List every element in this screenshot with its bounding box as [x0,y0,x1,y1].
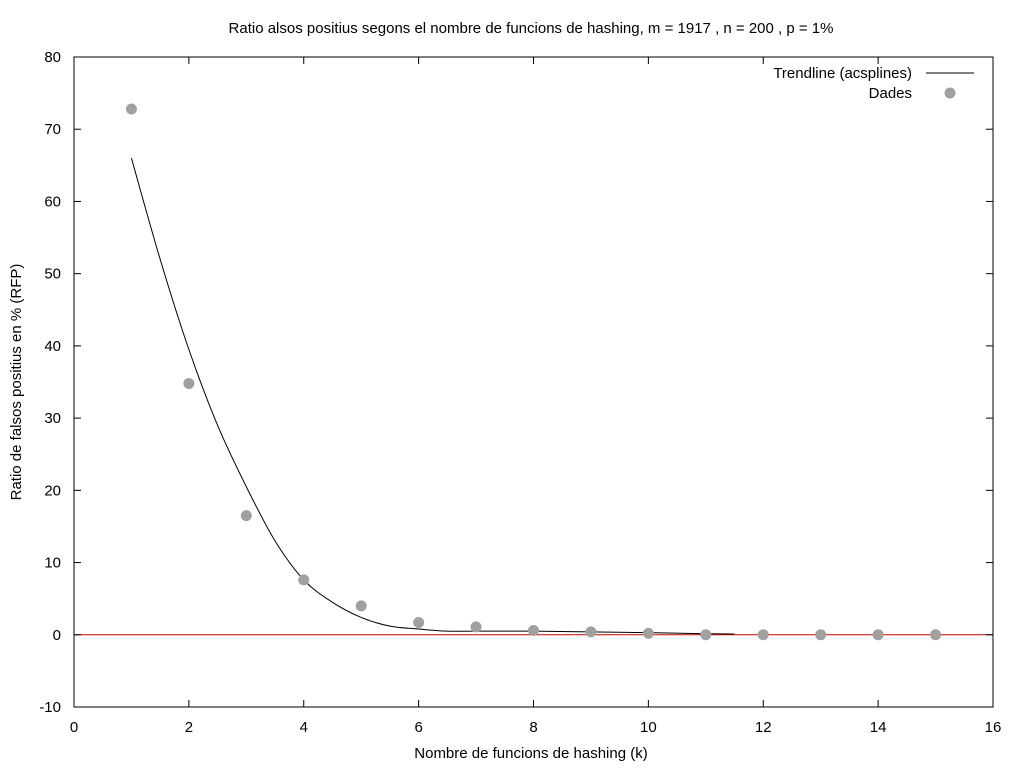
y-tick-label: 60 [44,193,61,210]
x-tick-label: 0 [70,719,78,736]
x-tick-label: 4 [300,719,308,736]
data-point [815,629,827,641]
data-point [298,574,310,586]
y-tick-label: 50 [44,266,61,283]
data-point [642,627,654,639]
legend-dot-swatch [944,87,956,99]
legend: Trendline (acsplines) Dades [773,65,974,102]
x-tick-label: 16 [985,719,1002,736]
data-point [872,629,884,641]
legend-label: Trendline (acsplines) [773,65,912,82]
data-point [240,510,252,522]
y-tick-label: 30 [44,410,61,427]
data-point [470,621,482,633]
legend-label: Dades [869,85,912,102]
y-tick-label: 80 [44,49,61,66]
data-point [355,600,367,612]
data-point [413,617,425,628]
x-tick-label: 6 [414,719,422,736]
y-tick-label: 10 [44,555,61,572]
x-axis-label: Nombre de funcions de hashing (k) [414,745,647,762]
x-tick-label: 2 [185,719,193,736]
ticks-layer: 0 2 4 6 8 10 12 14 16 -10 0 10 20 30 40 50 60 70 80 [39,49,1001,736]
data-point [700,629,712,641]
x-tick-label: 10 [640,719,657,736]
y-axis-label: Ratio de falsos positius en % (RFP) [8,264,25,501]
data-point [930,629,942,641]
data-point [757,629,769,641]
x-tick-label: 12 [755,719,772,736]
y-tick-label: 20 [44,482,61,499]
y-tick-label: 70 [44,121,61,138]
series-layer [125,103,942,641]
y-tick-label: 40 [44,338,61,355]
data-point [125,103,137,115]
y-tick-label: 0 [53,627,61,644]
data-point [585,626,597,638]
plot-frame [73,56,994,708]
chart-title: Ratio alsos positius segons el nombre de… [229,20,834,37]
data-point [528,624,539,636]
trendline-series-line [130,157,735,635]
x-tick-label: 8 [529,719,537,736]
x-tick-label: 14 [870,719,887,736]
y-tick-label: -10 [39,699,61,716]
data-point [183,377,195,389]
